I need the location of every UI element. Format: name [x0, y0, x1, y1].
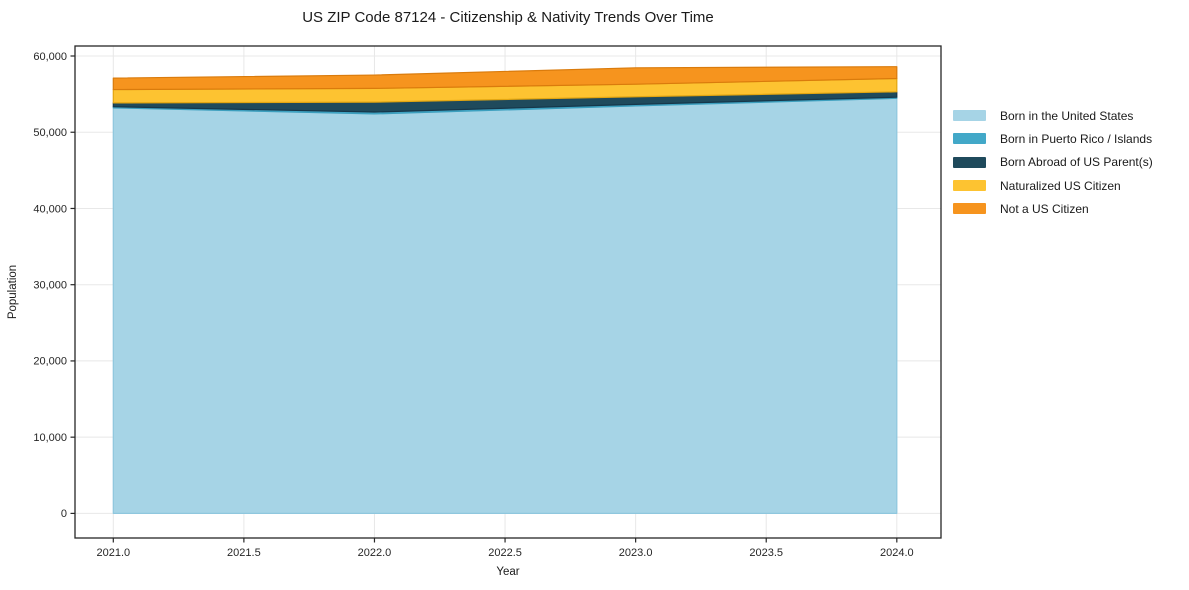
- y-tick-label: 40,000: [33, 203, 67, 215]
- area-not-a-us-citizen: [112, 66, 898, 91]
- legend-label: Born in the United States: [1000, 108, 1134, 123]
- legend-label: Not a US Citizen: [1000, 201, 1089, 216]
- legend-item: Born in the United States: [953, 104, 1153, 127]
- x-tick-label: 2024.0: [880, 547, 914, 559]
- legend-item: Naturalized US Citizen: [953, 174, 1153, 197]
- chart-title: US ZIP Code 87124 - Citizenship & Nativi…: [302, 9, 714, 26]
- legend-swatch-born-abroad: [953, 156, 986, 168]
- legend-swatch-born-us: [953, 110, 986, 122]
- y-tick-label: 50,000: [33, 127, 67, 139]
- y-tick-label: 0: [61, 508, 67, 520]
- y-tick-label: 60,000: [33, 51, 67, 63]
- legend-item: Born in Puerto Rico / Islands: [953, 127, 1153, 150]
- legend-swatch-naturalized: [953, 180, 986, 192]
- x-tick-label: 2021.5: [227, 547, 261, 559]
- legend-item: Not a US Citizen: [953, 197, 1153, 220]
- axes-spines: [74, 45, 942, 539]
- legend: Born in the United States Born in Puerto…: [953, 104, 1153, 220]
- legend-swatch-puerto-rico: [953, 133, 986, 145]
- x-tick-label: 2023.0: [619, 547, 653, 559]
- legend-swatch-not-citizen: [953, 203, 986, 215]
- x-tick-label: 2022.5: [488, 547, 522, 559]
- legend-label: Born Abroad of US Parent(s): [1000, 155, 1153, 170]
- x-tick-label: 2021.0: [96, 547, 130, 559]
- legend-label: Born in Puerto Rico / Islands: [1000, 131, 1153, 146]
- legend-label: Naturalized US Citizen: [1000, 178, 1121, 193]
- y-tick-label: 30,000: [33, 280, 67, 292]
- x-tick-label: 2023.5: [749, 547, 783, 559]
- y-tick-label: 10,000: [33, 432, 67, 444]
- area-born-in-the-united-states: [112, 97, 898, 515]
- x-tick-label: 2022.0: [358, 547, 392, 559]
- y-tick-label: 20,000: [33, 356, 67, 368]
- x-axis-label: Year: [496, 566, 520, 578]
- legend-item: Born Abroad of US Parent(s): [953, 151, 1153, 174]
